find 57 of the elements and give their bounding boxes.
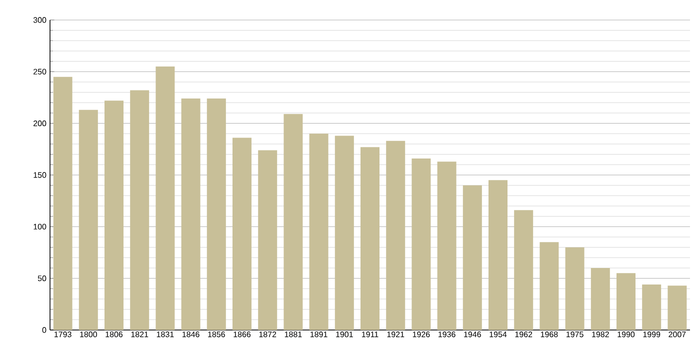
x-tick-label: 1866: [234, 332, 251, 338]
y-tick-label: 0: [42, 327, 46, 333]
bar: [78, 110, 98, 330]
y-tick-label: 50: [38, 276, 46, 282]
x-tick-label: 1982: [592, 332, 609, 338]
bar: [181, 98, 200, 330]
bar: [53, 76, 72, 330]
x-tick-label: 2007: [668, 332, 686, 338]
bar: [104, 100, 124, 330]
x-tick-label: 1901: [336, 332, 353, 338]
bar: [232, 138, 252, 330]
x-tick-label: 1821: [131, 332, 148, 338]
bar: [540, 242, 559, 330]
bar: [437, 162, 456, 330]
bar: [462, 185, 482, 330]
bar: [412, 158, 431, 330]
x-tick-label: 1806: [106, 332, 123, 338]
bar: [156, 66, 175, 330]
bar: [334, 136, 354, 330]
bar: [642, 284, 662, 330]
bar: [284, 114, 303, 330]
bar: [514, 210, 534, 330]
x-tick-label: 1800: [80, 332, 97, 338]
x-tick-label: 1921: [387, 332, 404, 338]
bar: [309, 134, 328, 330]
y-tick-label: 250: [34, 68, 46, 74]
bar: [488, 180, 508, 330]
x-tick-label: 1891: [310, 332, 328, 338]
x-tick-label: 1999: [643, 332, 660, 338]
y-tick-label: 150: [34, 172, 46, 178]
bar: [668, 286, 687, 330]
y-tick-label: 100: [34, 224, 46, 230]
bar: [616, 273, 636, 330]
y-tick-label: 200: [34, 120, 46, 126]
bar: [360, 147, 380, 330]
bar: [130, 90, 150, 330]
x-tick-label: 1990: [618, 332, 635, 338]
bar: [206, 98, 226, 330]
x-tick-label: 1926: [412, 332, 430, 338]
x-tick-label: 1846: [182, 332, 200, 338]
y-tick-label: 300: [33, 17, 46, 23]
x-tick-label: 1954: [490, 332, 507, 338]
x-tick-label: 1936: [438, 332, 456, 338]
x-tick-label: 1856: [208, 332, 225, 338]
x-tick-label: 1962: [515, 332, 532, 338]
x-tick-label: 1831: [156, 332, 174, 338]
bar: [258, 150, 278, 330]
bar: [565, 247, 584, 330]
x-tick-label: 1946: [464, 332, 481, 338]
x-tick-label: 1881: [284, 332, 302, 338]
x-tick-label: 1872: [259, 332, 276, 338]
x-tick-label: 1911: [362, 332, 378, 338]
bar: [386, 140, 406, 330]
x-tick-label: 1793: [54, 332, 72, 338]
x-tick-label: 1975: [566, 332, 584, 338]
x-tick-label: 1968: [540, 332, 558, 338]
bar: [590, 268, 610, 330]
